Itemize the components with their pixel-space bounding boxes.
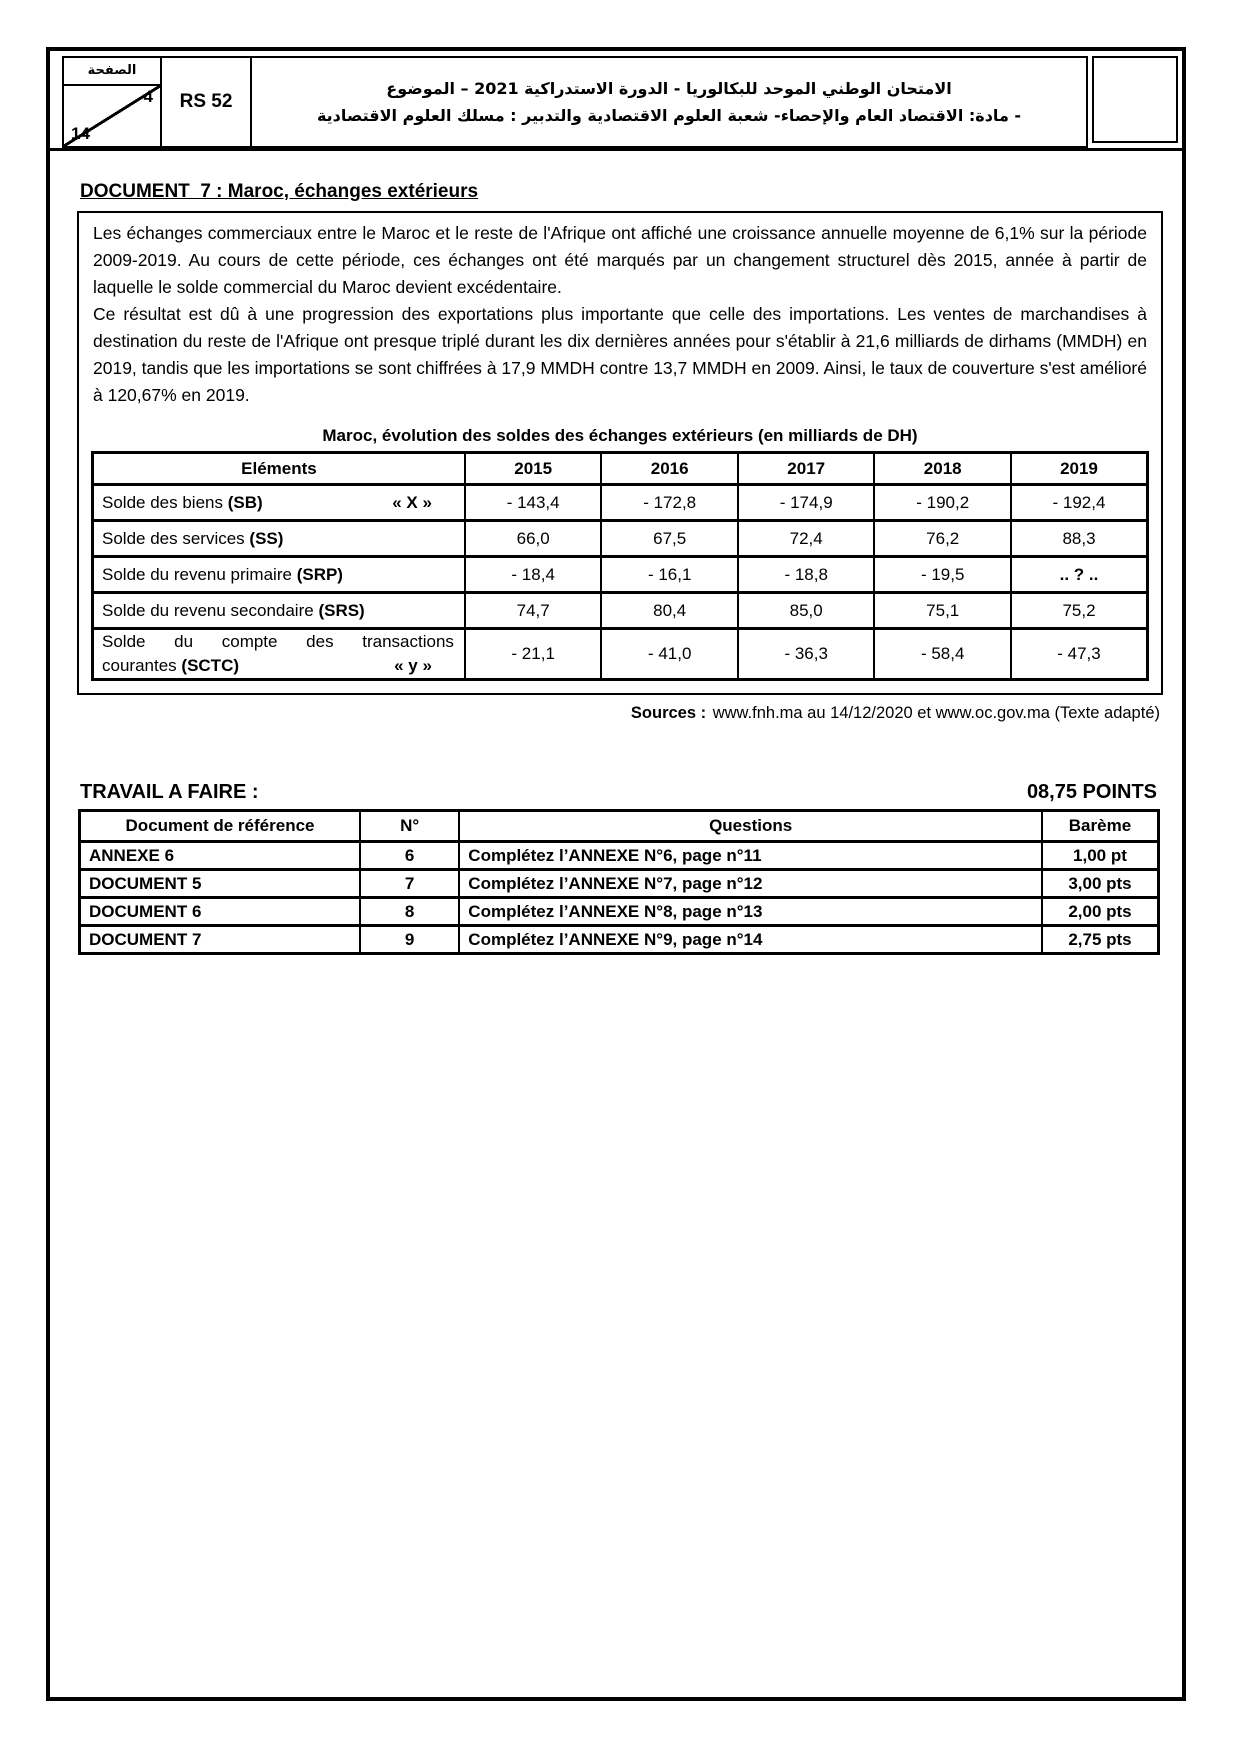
diagonal-line <box>64 86 160 146</box>
cell-value: 76,2 <box>873 519 1012 558</box>
row-label: Solde du compte des transactions courant… <box>91 627 466 681</box>
cell-value: 88,3 <box>1009 519 1149 558</box>
exam-header: الصفحة 4 14 RS 52 الامتحان الوطني الموحد… <box>50 51 1182 151</box>
document7-box: Les échanges commerciaux entre le Maroc … <box>77 211 1163 695</box>
cell-bareme: 2,00 pts <box>1040 896 1160 927</box>
cell-bareme: 3,00 pts <box>1040 868 1160 899</box>
stamp-box <box>1092 56 1178 143</box>
sources-line: Sources : www.fnh.ma au 14/12/2020 et ww… <box>50 704 1160 723</box>
travail-table: Document de référence N° Questions Barèm… <box>78 809 1160 955</box>
travail-row: ANNEXE 6 6 Complétez l’ANNEXE N°6, page … <box>78 840 1160 871</box>
cell-document: DOCUMENT 7 <box>78 924 362 955</box>
table-row-srs: Solde du revenu secondaire (SRS) 74,7 80… <box>91 591 1149 630</box>
cell-value: - 41,0 <box>600 627 739 681</box>
sources-text: www.fnh.ma au 14/12/2020 et www.oc.gov.m… <box>712 704 1160 722</box>
cell-value: 74,7 <box>463 591 603 630</box>
cell-value: 67,5 <box>600 519 739 558</box>
cell-number: 6 <box>359 840 461 871</box>
sources-label: Sources : <box>630 704 707 722</box>
document7-paragraph1: Les échanges commerciaux entre le Maroc … <box>93 223 1147 297</box>
column-header-number: N° <box>359 809 461 843</box>
page-fraction: 4 14 <box>64 86 160 146</box>
table-row-ss: Solde des services (SS) 66,0 67,5 72,4 7… <box>91 519 1149 558</box>
column-header-elements: Eléments <box>91 451 466 486</box>
cell-number: 9 <box>359 924 461 955</box>
travail-header-row: Document de référence N° Questions Barèm… <box>78 809 1160 843</box>
travail-points: 08,75 POINTS <box>1026 781 1157 803</box>
page-label: الصفحة <box>64 58 160 86</box>
travail-row: DOCUMENT 6 8 Complétez l’ANNEXE N°8, pag… <box>78 896 1160 927</box>
cell-question: Complétez l’ANNEXE N°6, page n°11 <box>458 840 1043 871</box>
cell-value: 85,0 <box>736 591 876 630</box>
page-total: 14 <box>71 124 90 143</box>
cell-document: ANNEXE 6 <box>78 840 362 871</box>
cell-value: - 16,1 <box>600 555 739 594</box>
soldes-header-row: Eléments 2015 2016 2017 2018 2019 <box>91 451 1149 486</box>
page-number-box: الصفحة 4 14 <box>62 56 162 148</box>
cell-value: - 18,8 <box>736 555 876 594</box>
cell-question: Complétez l’ANNEXE N°8, page n°13 <box>458 896 1043 927</box>
document7-title: DOCUMENT 7 : Maroc, échanges extérieurs <box>80 181 479 202</box>
row-label: Solde du revenu secondaire (SRS) <box>91 591 466 630</box>
cell-number: 7 <box>359 868 461 899</box>
cell-value: 66,0 <box>463 519 603 558</box>
soldes-table-title: Maroc, évolution des soldes des échanges… <box>322 426 918 445</box>
cell-value: 80,4 <box>600 591 739 630</box>
exam-title-line1: الامتحان الوطني الموحد للبكالوريا - الدو… <box>386 79 952 98</box>
document7-paragraph2: Ce résultat est dû à une progression des… <box>93 304 1147 405</box>
cell-value: 75,1 <box>873 591 1012 630</box>
cell-value: - 58,4 <box>873 627 1012 681</box>
row-label: Solde des services (SS) <box>91 519 466 558</box>
travail-row: DOCUMENT 7 9 Complétez l’ANNEXE N°9, pag… <box>78 924 1160 955</box>
cell-value: - 172,8 <box>600 483 739 522</box>
cell-question: Complétez l’ANNEXE N°7, page n°12 <box>458 868 1043 899</box>
cell-bareme: 1,00 pt <box>1040 840 1160 871</box>
exam-title-block: الامتحان الوطني الموحد للبكالوريا - الدو… <box>252 56 1088 148</box>
cell-value: - 19,5 <box>873 555 1012 594</box>
exam-page: الصفحة 4 14 RS 52 الامتحان الوطني الموحد… <box>46 47 1186 1701</box>
column-header-document: Document de référence <box>78 809 362 843</box>
column-header-year: 2015 <box>463 451 603 486</box>
cell-missing-value: .. ? .. <box>1009 555 1149 594</box>
table-row-sb: Solde des biens (SB) « X » - 143,4 - 172… <box>91 483 1149 522</box>
travail-row: DOCUMENT 5 7 Complétez l’ANNEXE N°7, pag… <box>78 868 1160 899</box>
cell-number: 8 <box>359 896 461 927</box>
column-header-year: 2018 <box>873 451 1012 486</box>
cell-value: - 174,9 <box>736 483 876 522</box>
cell-value: - 21,1 <box>463 627 603 681</box>
row-label: Solde des biens (SB) « X » <box>91 483 466 522</box>
table-row-srp: Solde du revenu primaire (SRP) - 18,4 - … <box>91 555 1149 594</box>
column-header-questions: Questions <box>458 809 1043 843</box>
page-number: 4 <box>143 87 153 106</box>
travail-header: TRAVAIL A FAIRE : 08,75 POINTS <box>80 781 1157 804</box>
cell-value: - 18,4 <box>463 555 603 594</box>
column-header-bareme: Barème <box>1040 809 1160 843</box>
cell-value: - 143,4 <box>463 483 603 522</box>
cell-value: - 190,2 <box>873 483 1012 522</box>
cell-bareme: 2,75 pts <box>1040 924 1160 955</box>
exam-title-line2: - مادة: الاقتصاد العام والإحصاء- شعبة ال… <box>316 106 1022 125</box>
cell-value: 72,4 <box>736 519 876 558</box>
column-header-year: 2019 <box>1009 451 1149 486</box>
cell-document: DOCUMENT 5 <box>78 868 362 899</box>
cell-value: - 47,3 <box>1009 627 1149 681</box>
row-label: Solde du revenu primaire (SRP) <box>91 555 466 594</box>
travail-title: TRAVAIL A FAIRE : <box>80 781 259 803</box>
cell-question: Complétez l’ANNEXE N°9, page n°14 <box>458 924 1043 955</box>
cell-value: - 36,3 <box>736 627 876 681</box>
cell-value: 75,2 <box>1009 591 1149 630</box>
cell-document: DOCUMENT 6 <box>78 896 362 927</box>
table-row-sctc: Solde du compte des transactions courant… <box>91 627 1149 681</box>
column-header-year: 2017 <box>736 451 876 486</box>
soldes-table: Eléments 2015 2016 2017 2018 2019 Solde … <box>91 451 1149 681</box>
exam-code: RS 52 <box>162 56 252 148</box>
column-header-year: 2016 <box>600 451 739 486</box>
cell-value: - 192,4 <box>1009 483 1149 522</box>
